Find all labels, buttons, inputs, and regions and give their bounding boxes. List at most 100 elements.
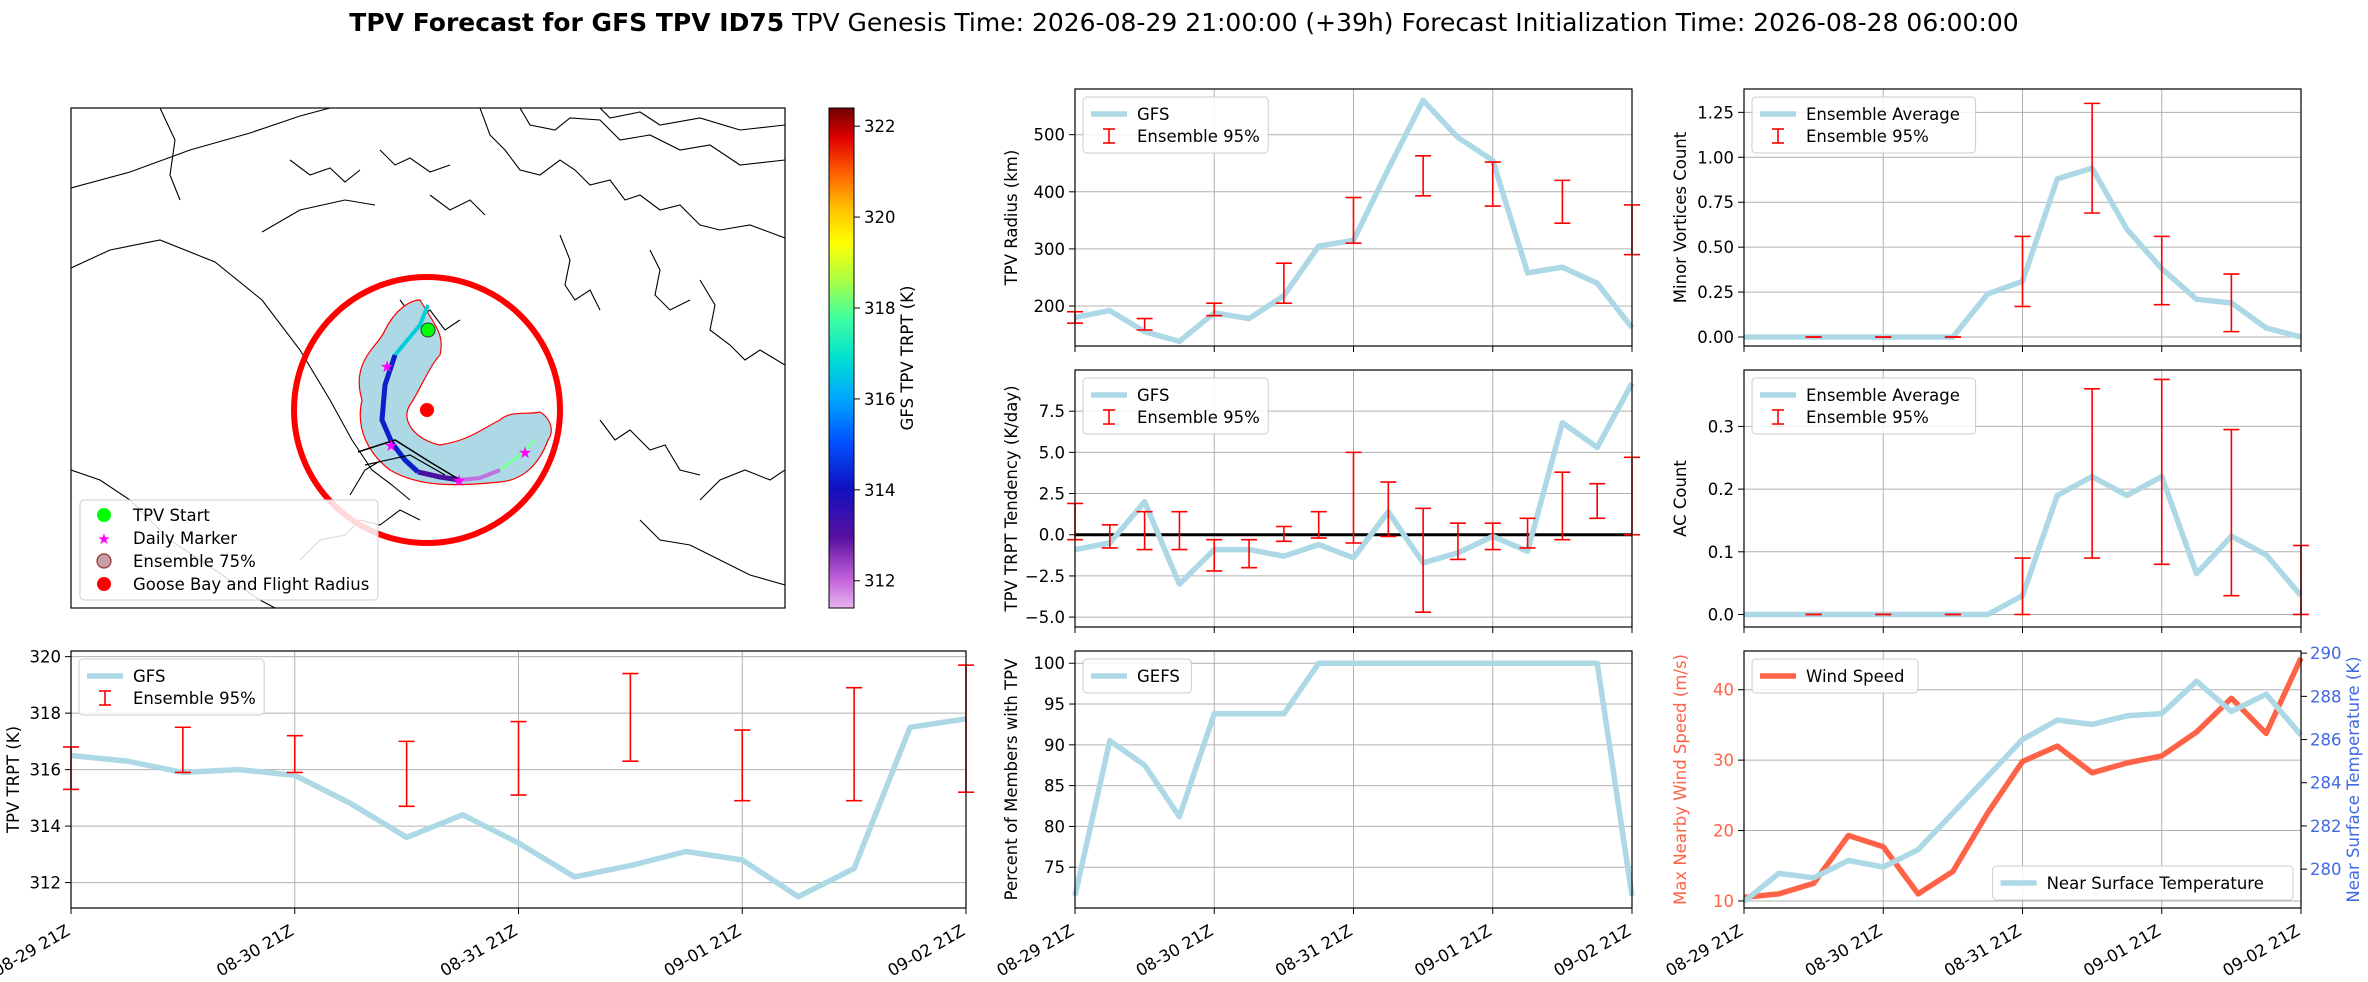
- plot-frame: [1074, 650, 1633, 909]
- x-tick-label: 08-31 21Z: [437, 921, 521, 980]
- legend-label: Wind Speed: [1806, 667, 1904, 686]
- legend-label: Ensemble 95%: [1137, 127, 1260, 146]
- colorbar-tick-label: 312: [864, 572, 896, 591]
- flight-radius-circle: [291, 274, 563, 546]
- plot-frame: [1743, 88, 2302, 347]
- error-bar: [2084, 102, 2101, 214]
- legend: Ensemble Average Ensemble 95%: [1751, 96, 1977, 154]
- daily-marker: ★: [452, 471, 466, 490]
- error-bar: [1380, 481, 1397, 538]
- error-bar: [622, 672, 639, 762]
- x-tick-label: 09-02 21Z: [884, 921, 968, 980]
- y-right-tick-label: 284: [2310, 774, 2342, 793]
- legend-box: [1751, 377, 1977, 435]
- goose-bay-marker: [420, 403, 434, 417]
- error-bar: [734, 729, 751, 802]
- x-tick-label: 09-01 21Z: [661, 921, 745, 980]
- y-tick-label: 0.00: [1697, 328, 1734, 347]
- y-tick-label: 2.5: [1039, 485, 1065, 504]
- legend: GFS Ensemble 95%: [1082, 377, 1269, 435]
- map-tracks: ★ ★ ★ ★: [291, 274, 563, 546]
- tpv-start-marker: [420, 322, 436, 338]
- x-tick-label: 09-02 21Z: [2219, 921, 2303, 980]
- daily-marker: ★: [518, 443, 532, 462]
- y-tick-label: 30: [1713, 751, 1734, 770]
- error-bar: [1136, 510, 1153, 551]
- track-segment: [459, 468, 501, 482]
- plot-frame: [1743, 650, 2302, 909]
- error-bar: [1589, 482, 1606, 520]
- y-tick-label: 20: [1713, 822, 1734, 841]
- y-tick-label: 400: [1034, 183, 1066, 202]
- y-tick-label: 320: [30, 648, 62, 667]
- x-tick-label: 09-01 21Z: [1411, 921, 1495, 980]
- legend: GEFS: [1082, 658, 1192, 694]
- track-segment: [499, 438, 537, 472]
- error-bar: [2153, 235, 2170, 306]
- error-bar: [1310, 510, 1327, 539]
- legend: GFS Ensemble 95%: [78, 658, 265, 716]
- y-tick-label: 90: [1044, 736, 1065, 755]
- y-tick-label: 500: [1034, 126, 1066, 145]
- legend-label: Ensemble 95%: [1806, 127, 1929, 146]
- legend-ensemble-icon: [96, 553, 112, 569]
- y-tick-label: 0.3: [1708, 417, 1734, 436]
- y-tick-label: 75: [1044, 858, 1065, 877]
- legend-label: GFS: [1137, 105, 1169, 124]
- legend-label: GFS: [133, 667, 165, 686]
- chart-trpt: 08-29 21Z 08-30 21Z 08-31 21Z 09-01 21Z 09-0…: [0, 648, 974, 980]
- daily-marker: ★: [380, 357, 394, 376]
- colorbar-tick-label: 322: [864, 117, 896, 136]
- error-bar: [2084, 388, 2101, 559]
- error-bar: [2223, 273, 2240, 333]
- series-line: [1072, 660, 1635, 897]
- y-tick-label: 0.1: [1708, 543, 1734, 562]
- colorbar-tick-label: 316: [864, 390, 896, 409]
- error-bar: [1554, 179, 1571, 225]
- legend-label: GFS: [1137, 386, 1169, 405]
- y-axis-label: Percent of Members with TPV: [1002, 658, 1021, 900]
- series-line: [1743, 656, 2304, 901]
- error-bar: [2014, 557, 2031, 616]
- legend: Wind Speed: [1751, 658, 1919, 694]
- y-tick-label: 1.25: [1697, 103, 1734, 122]
- member-track: [357, 439, 461, 481]
- map-coastlines: [71, 108, 785, 608]
- error-bar: [1345, 196, 1362, 244]
- y-tick-label: 85: [1044, 777, 1065, 796]
- error-bar: [2223, 428, 2240, 597]
- legend: Ensemble Average Ensemble 95%: [1751, 377, 1977, 435]
- legend-goose-bay-icon: [97, 577, 111, 591]
- legend-start-icon: [97, 508, 111, 522]
- error-bar: [398, 740, 415, 808]
- error-bar: [1275, 525, 1292, 543]
- x-tick-label: 08-31 21Z: [1272, 921, 1356, 980]
- y-axis-label: TPV Radius (km): [1002, 150, 1021, 287]
- colorbar: [828, 107, 855, 609]
- x-tick-label: 08-29 21Z: [0, 921, 73, 980]
- error-bar: [1345, 451, 1362, 544]
- x-tick-label: 08-30 21Z: [213, 921, 297, 980]
- ensemble-75-area: [358, 299, 552, 486]
- x-tick-label: 09-02 21Z: [1550, 921, 1634, 980]
- legend-label: Ensemble 75%: [133, 552, 256, 571]
- y-tick-label: 0.2: [1708, 480, 1734, 499]
- legend-right: Near Surface Temperature: [1992, 865, 2294, 901]
- series-line: [1742, 678, 2304, 904]
- error-bar: [1206, 302, 1223, 317]
- error-bar: [1241, 538, 1258, 569]
- daily-marker: ★: [384, 436, 398, 455]
- error-bar: [1449, 522, 1466, 561]
- colorbar-label: GFS TPV TRPT (K): [898, 286, 917, 431]
- y-tick-label: 40: [1713, 681, 1734, 700]
- error-bar: [1101, 524, 1118, 549]
- colorbar-tick-label: 318: [864, 299, 896, 318]
- y-tick-label: −2.5: [1025, 567, 1065, 586]
- x-tick-label: 08-29 21Z: [1662, 921, 1746, 980]
- chart-minor: 0.00 0.25 0.50 0.75 1.00 1.25 Minor Vortices C…: [1671, 88, 2302, 352]
- legend-label: Ensemble Average: [1806, 386, 1960, 405]
- y-tick-label: 312: [30, 874, 62, 893]
- legend-errorbar-icon: [1772, 409, 1784, 425]
